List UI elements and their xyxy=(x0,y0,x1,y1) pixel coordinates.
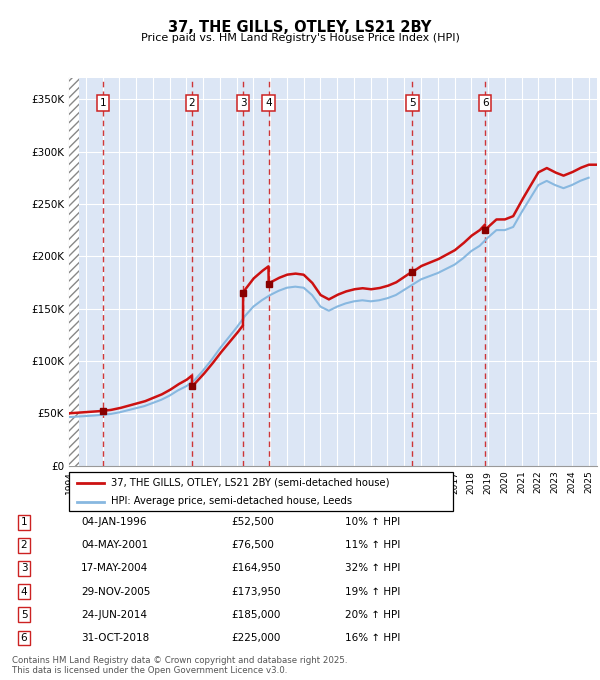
Text: 31-OCT-2018: 31-OCT-2018 xyxy=(81,633,149,643)
Text: £52,500: £52,500 xyxy=(231,517,274,527)
Text: 6: 6 xyxy=(20,633,28,643)
Text: £185,000: £185,000 xyxy=(231,610,280,619)
Text: 37, THE GILLS, OTLEY, LS21 2BY (semi-detached house): 37, THE GILLS, OTLEY, LS21 2BY (semi-det… xyxy=(111,478,390,488)
Text: 4: 4 xyxy=(265,99,272,108)
Text: 3: 3 xyxy=(20,564,28,573)
Text: 20% ↑ HPI: 20% ↑ HPI xyxy=(345,610,400,619)
Text: 5: 5 xyxy=(20,610,28,619)
Text: £225,000: £225,000 xyxy=(231,633,280,643)
Text: 04-MAY-2001: 04-MAY-2001 xyxy=(81,541,148,550)
Text: 5: 5 xyxy=(409,99,416,108)
FancyBboxPatch shape xyxy=(69,472,453,511)
Text: 17-MAY-2004: 17-MAY-2004 xyxy=(81,564,148,573)
Text: 29-NOV-2005: 29-NOV-2005 xyxy=(81,587,151,596)
Text: 3: 3 xyxy=(239,99,247,108)
Text: 1: 1 xyxy=(100,99,106,108)
Text: 04-JAN-1996: 04-JAN-1996 xyxy=(81,517,146,527)
Text: 32% ↑ HPI: 32% ↑ HPI xyxy=(345,564,400,573)
Text: 19% ↑ HPI: 19% ↑ HPI xyxy=(345,587,400,596)
Text: Price paid vs. HM Land Registry's House Price Index (HPI): Price paid vs. HM Land Registry's House … xyxy=(140,33,460,43)
Text: Contains HM Land Registry data © Crown copyright and database right 2025.: Contains HM Land Registry data © Crown c… xyxy=(12,656,347,665)
Text: 11% ↑ HPI: 11% ↑ HPI xyxy=(345,541,400,550)
Text: 4: 4 xyxy=(20,587,28,596)
Text: 10% ↑ HPI: 10% ↑ HPI xyxy=(345,517,400,527)
Text: 1: 1 xyxy=(20,517,28,527)
Text: 24-JUN-2014: 24-JUN-2014 xyxy=(81,610,147,619)
Text: HPI: Average price, semi-detached house, Leeds: HPI: Average price, semi-detached house,… xyxy=(111,496,352,507)
Text: 37, THE GILLS, OTLEY, LS21 2BY: 37, THE GILLS, OTLEY, LS21 2BY xyxy=(169,20,431,35)
Text: £76,500: £76,500 xyxy=(231,541,274,550)
Text: 6: 6 xyxy=(482,99,488,108)
Text: This data is licensed under the Open Government Licence v3.0.: This data is licensed under the Open Gov… xyxy=(12,666,287,675)
Text: £173,950: £173,950 xyxy=(231,587,281,596)
Text: 2: 2 xyxy=(189,99,196,108)
Text: 2: 2 xyxy=(20,541,28,550)
Bar xyxy=(69,78,79,466)
Text: £164,950: £164,950 xyxy=(231,564,281,573)
Text: 16% ↑ HPI: 16% ↑ HPI xyxy=(345,633,400,643)
